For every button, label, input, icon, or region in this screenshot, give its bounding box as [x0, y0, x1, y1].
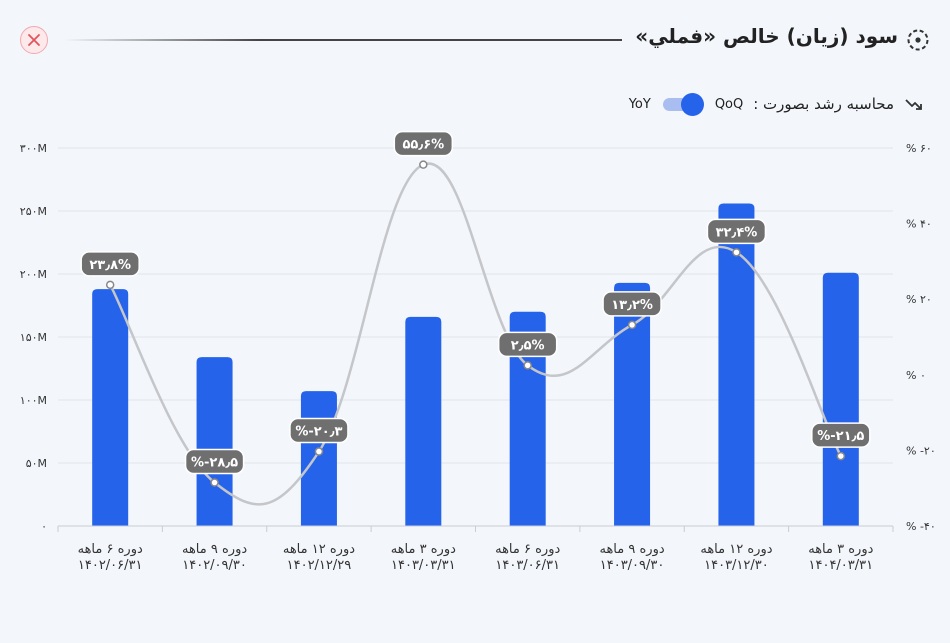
growth-badge-label: %-۲۰٫۳	[295, 425, 342, 440]
right-axis-tick-label: % -۲۰	[906, 444, 936, 457]
bar	[300, 391, 337, 526]
growth-badge	[811, 422, 871, 448]
left-axis-tick-label: ۰	[41, 520, 47, 533]
growth-mode-toggle[interactable]	[661, 92, 705, 116]
growth-point	[732, 248, 741, 257]
growth-badge	[80, 251, 140, 277]
growth-badge	[393, 130, 454, 157]
category-label-date: ۱۴۰۳/۰۶/۳۱	[495, 558, 560, 573]
title-divider	[64, 39, 622, 41]
right-axis-tick-label: % ۰	[906, 369, 926, 382]
growth-badge-label: ۵۵٫۶%	[402, 138, 444, 153]
growth-point	[627, 320, 637, 330]
growth-point	[105, 280, 115, 290]
growth-badge-label: ۳۲٫۴%	[716, 225, 758, 240]
left-axis-tick-label: ۳۰۰M	[20, 142, 47, 155]
option-yoy[interactable]: YoY	[628, 96, 651, 112]
category-label-date: ۱۴۰۳/۱۲/۳۰	[704, 558, 769, 573]
growth-point	[210, 478, 219, 487]
left-axis-tick-label: ۱۰۰M	[20, 394, 47, 407]
growth-badge	[602, 291, 662, 317]
category-label-date: ۱۴۰۲/۰۹/۳۰	[182, 558, 247, 573]
growth-badge	[497, 331, 558, 358]
growth-label: محاسبه رشد بصورت :	[753, 95, 894, 113]
left-axis-tick-label: ۱۵۰M	[20, 331, 47, 344]
close-button[interactable]	[20, 26, 48, 54]
category-label-date: ۱۴۰۲/۱۲/۲۹	[287, 558, 352, 573]
trend-arrow-icon	[905, 99, 922, 110]
left-axis-tick-label: ۵۰M	[26, 457, 47, 470]
growth-badge-label: ۲٫۵%	[511, 338, 545, 353]
growth-badge-label: %-۲۸٫۵	[191, 456, 238, 471]
category-label-period: دوره ۳ ماهه	[391, 542, 456, 557]
growth-badge	[706, 218, 767, 245]
growth-badge	[184, 448, 245, 475]
growth-badge-label: ۱۳٫۲%	[611, 298, 653, 313]
bar	[92, 289, 129, 526]
growth-point	[419, 160, 428, 169]
bar	[614, 282, 651, 526]
category-label-date: ۱۴۰۲/۰۶/۳۱	[78, 558, 143, 573]
growth-badge	[289, 417, 349, 444]
right-axis-tick-label: % -۴۰	[906, 520, 936, 533]
bar	[196, 357, 233, 526]
growth-line	[109, 162, 842, 506]
category-label-period: دوره ۹ ماهه	[599, 542, 664, 557]
bar	[405, 316, 442, 526]
growth-point	[314, 447, 324, 456]
bar	[822, 272, 859, 526]
category-label-date: ۱۴۰۴/۰۳/۳۱	[809, 558, 874, 573]
right-axis-tick-label: % ۴۰	[906, 218, 932, 231]
category-label-period: دوره ۳ ماهه	[808, 542, 873, 557]
category-label-date: ۱۴۰۳/۰۳/۳۱	[391, 558, 456, 573]
right-axis-tick-label: % ۶۰	[906, 142, 932, 155]
growth-mode-control: YoY QoQ محاسبه رشد بصورت :	[629, 92, 924, 116]
category-label-period: دوره ۹ ماهه	[182, 542, 247, 557]
growth-point	[836, 451, 846, 461]
toggle-knob	[680, 93, 704, 116]
category-label-period: دوره ۱۲ ماهه	[283, 542, 355, 557]
left-axis-tick-label: ۲۵۰M	[20, 205, 47, 218]
option-qoq[interactable]: QoQ	[714, 96, 744, 112]
dashed-circle-icon	[907, 29, 929, 51]
category-label-period: دوره ۶ ماهه	[78, 542, 143, 557]
right-axis-tick-label: % ۲۰	[906, 293, 932, 306]
bar	[509, 311, 546, 526]
growth-badge-label: ۲۳٫۸%	[89, 258, 131, 273]
left-axis-tick-label: ۲۰۰M	[20, 268, 47, 281]
bar	[718, 203, 755, 526]
close-icon	[28, 34, 40, 46]
growth-badge-label: %-۲۱٫۵	[817, 429, 864, 444]
category-label-period: دوره ۶ ماهه	[495, 542, 560, 557]
category-label-date: ۱۴۰۳/۰۹/۳۰	[600, 558, 665, 573]
growth-point	[523, 361, 532, 370]
category-label-period: دوره ۱۲ ماهه	[700, 542, 772, 557]
chart-title: سود (زیان) خالص «فملي»	[635, 24, 898, 48]
